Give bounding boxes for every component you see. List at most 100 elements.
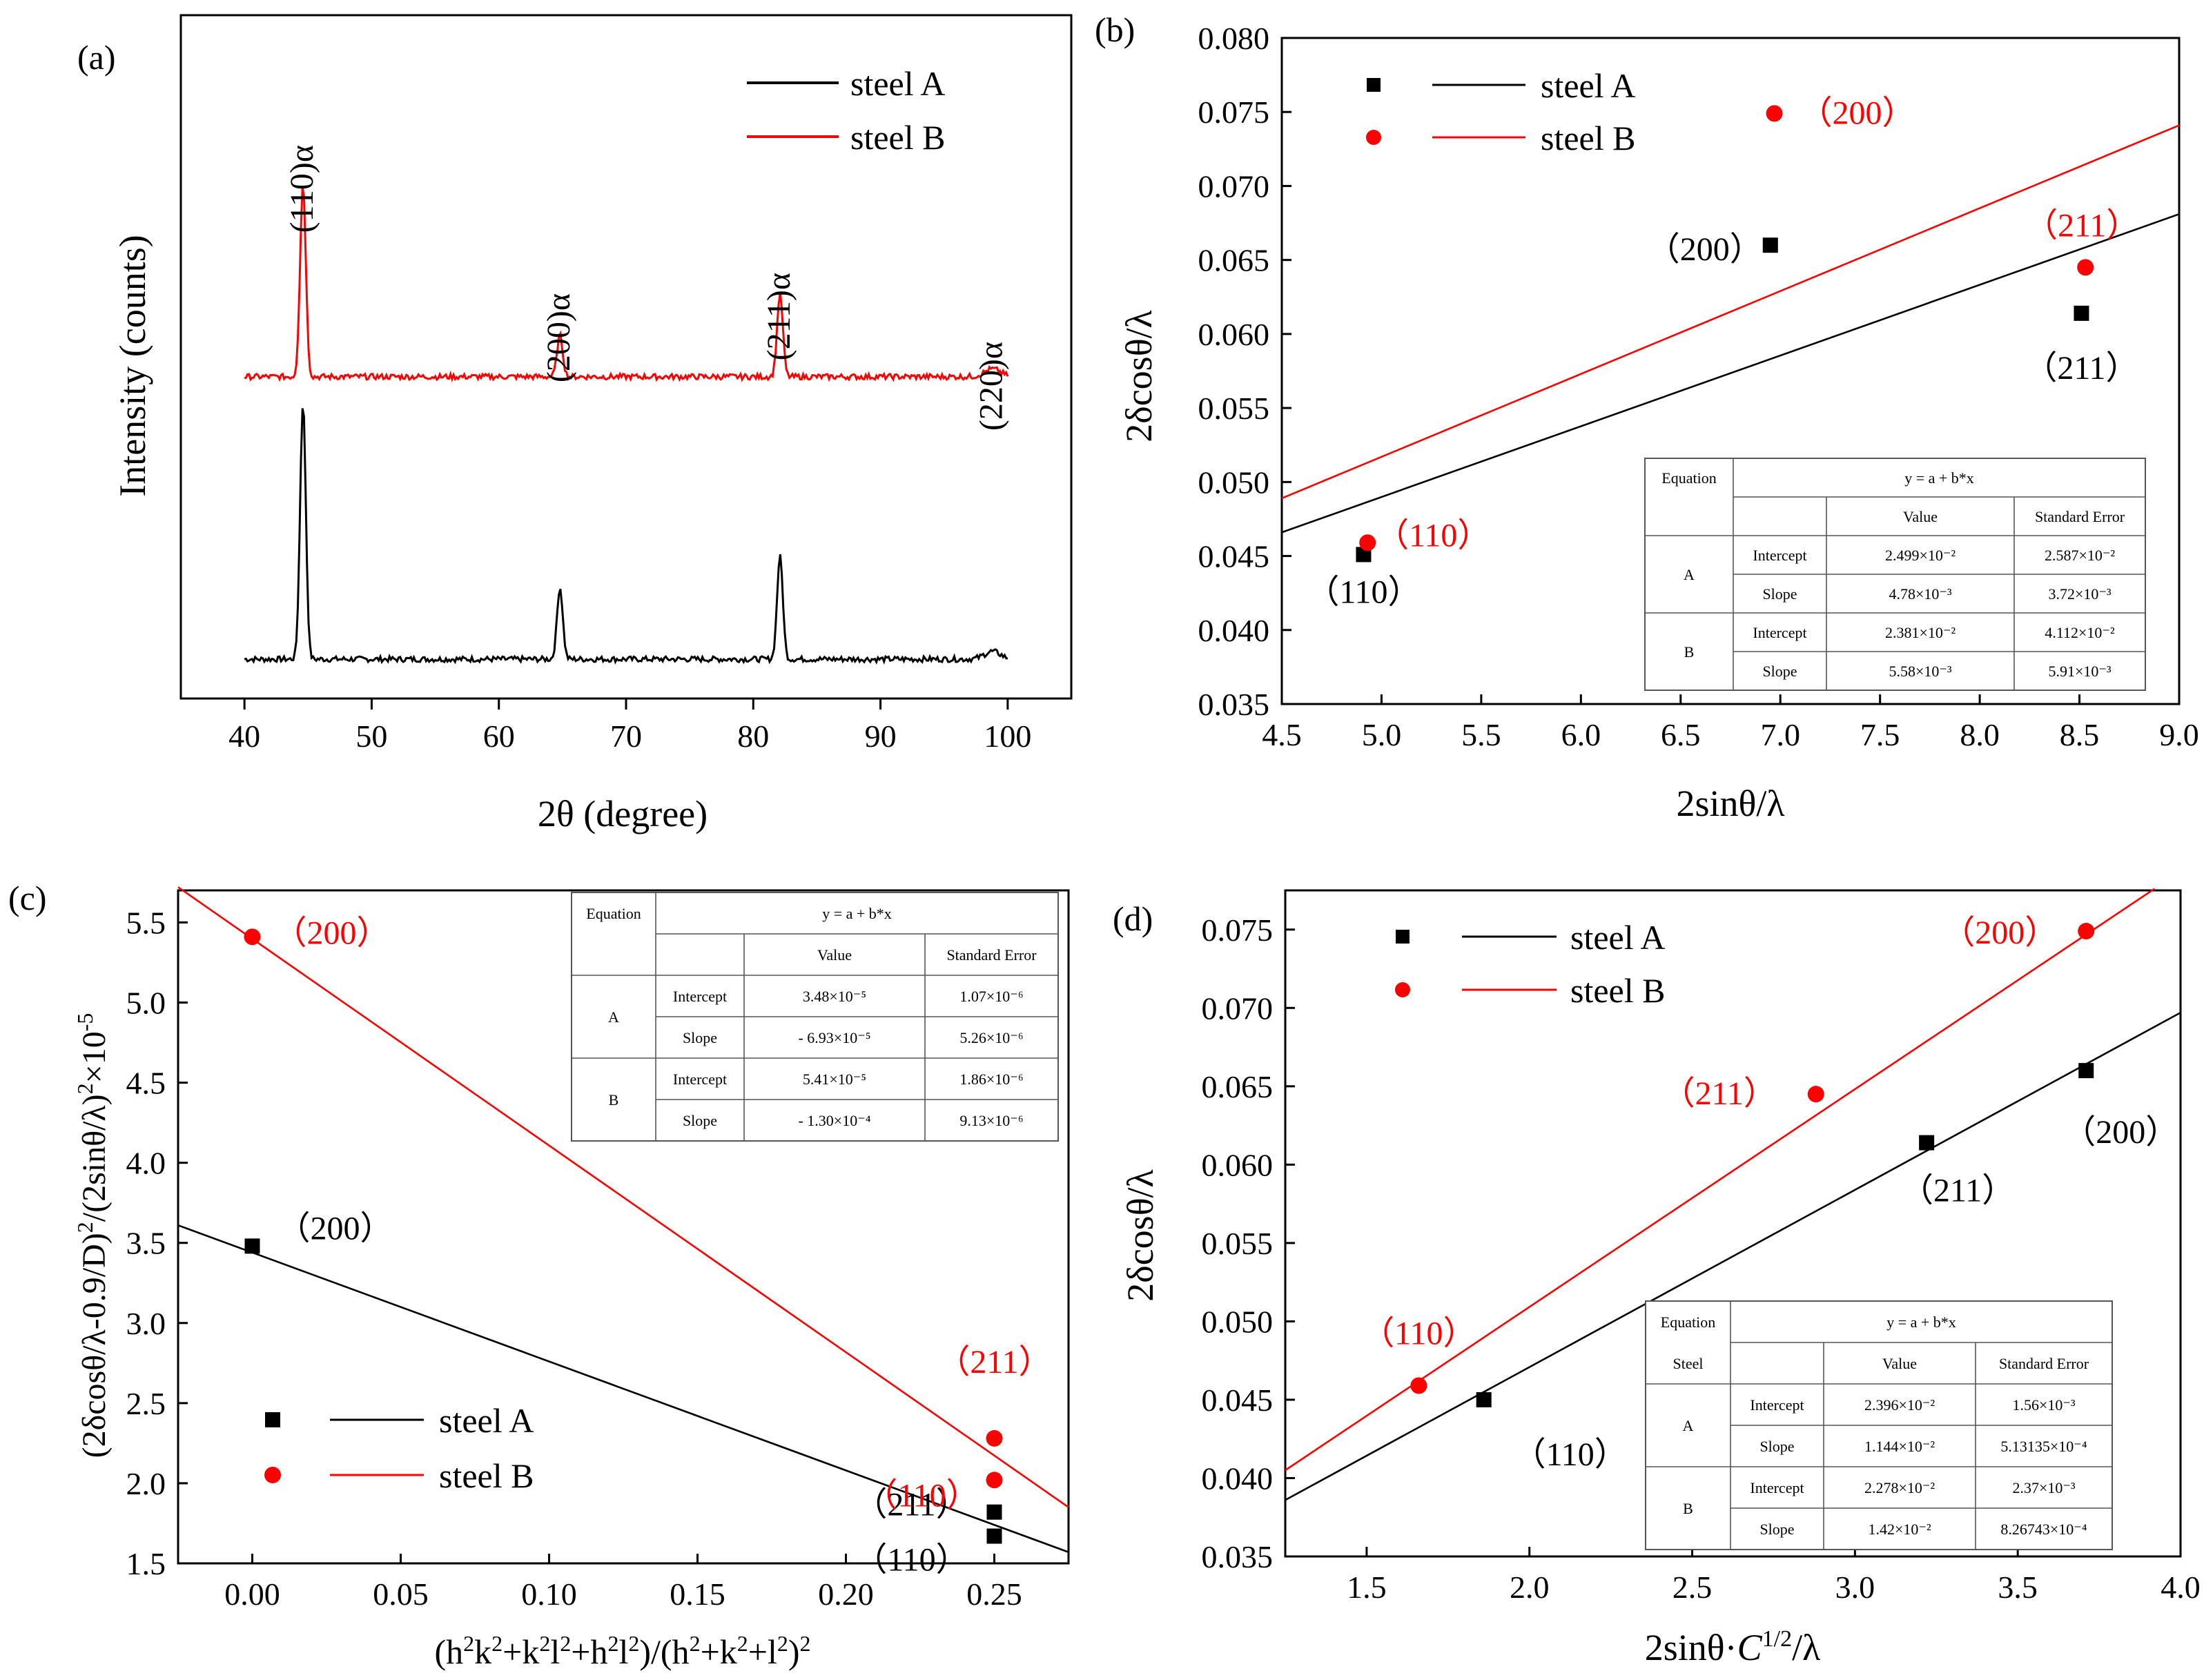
c-table-cell-3-3: 9.13×10⁻⁶ [959, 1112, 1023, 1129]
b-xtick-label-5: 7.0 [1760, 717, 1800, 752]
d-table-subheader-0: Steel [1673, 1355, 1704, 1372]
d-point-steel-a-1 [1919, 1135, 1935, 1151]
c-ytick-label-4: 3.5 [126, 1226, 166, 1261]
b-point-steel-b-1 [1766, 105, 1783, 122]
b-ytick-label-4: 0.055 [1198, 391, 1270, 426]
b-xtick-label-2: 5.5 [1461, 717, 1501, 752]
d-ytick-label-6: 0.065 [1202, 1069, 1274, 1104]
d-ytick-label-5: 0.060 [1202, 1147, 1274, 1182]
b-point-label-steel-b-0: （110） [1376, 517, 1490, 554]
d-point-steel-b-1 [1807, 1086, 1824, 1103]
d-table-group-0: A [1683, 1417, 1694, 1434]
c-table-cell-2-2: 5.41×10⁻⁵ [803, 1071, 866, 1088]
c-point-label-steel-a-0: （200） [277, 1210, 393, 1247]
c-ytick-label-0: 1.5 [126, 1546, 166, 1581]
a-series-line-steel-a [244, 408, 1008, 665]
c-xtick-label-5: 0.25 [966, 1576, 1022, 1612]
b-ytick-label-8: 0.075 [1198, 95, 1270, 130]
b-xtick-label-4: 6.5 [1661, 717, 1701, 752]
c-table-cell-1-2: - 6.93×10⁻⁵ [798, 1029, 870, 1046]
b-table-group-2: B [1684, 643, 1695, 661]
d-ytick-label-4: 0.055 [1202, 1226, 1274, 1261]
b-point-label-steel-a-2: （211） [2024, 350, 2138, 387]
c-table-header-0: Equation [586, 905, 641, 922]
c-ytick-label-8: 5.5 [126, 905, 166, 940]
c-point-steel-a-0 [244, 1238, 260, 1254]
a-x-ticks: 40 50 60 70 80 90 100 [228, 699, 1031, 754]
c-point-steel-b-1 [986, 1429, 1003, 1447]
c-ytick-label-1: 2.0 [126, 1466, 166, 1501]
b-point-steel-b-2 [2077, 259, 2094, 276]
b-xlabel: 2sinθ/λ [1676, 783, 1784, 824]
b-table-cell-2-3: 4.112×10⁻² [2045, 624, 2115, 641]
d-series: （110） （211） （200） （110） （211） （200） [1285, 888, 2181, 1501]
a-xtick-label-2: 60 [483, 719, 515, 754]
panel-a: (a) 40 50 60 70 80 90 100 (110)α (200)α (211)α (2… [77, 14, 1073, 834]
d-point-steel-a-0 [1476, 1391, 1492, 1407]
c-ytick-label-3: 3.0 [126, 1306, 166, 1341]
d-point-steel-b-0 [1410, 1377, 1427, 1394]
legend-d-label-steel-a: steel A [1570, 918, 1665, 957]
b-xtick-label-3: 6.0 [1561, 717, 1601, 752]
panel-label-a: (a) [77, 38, 116, 77]
b-series: （110） （200） （211） （110） （200） （211） [1281, 95, 2180, 610]
d-ytick-label-1: 0.040 [1202, 1461, 1274, 1496]
d-point-label-steel-b-1: （211） [1662, 1075, 1777, 1112]
d-table-cell-0-3: 1.56×10⁻³ [2012, 1396, 2076, 1414]
d-table-cell-0-1: Intercept [1750, 1396, 1804, 1414]
b-point-steel-a-1 [1762, 237, 1778, 253]
c-table-group-0: A [608, 1008, 619, 1026]
d-point-label-steel-b-0: （110） [1361, 1316, 1476, 1352]
d-xlabel: 2sinθ·C1/2/λ [1645, 1626, 1821, 1668]
b-point-label-steel-b-1: （200） [1800, 95, 1915, 131]
d-table-cell-0-2: 2.396×10⁻² [1864, 1396, 1935, 1414]
c-table-cell-2-1: Intercept [673, 1071, 727, 1088]
d-xtick-label-3: 3.0 [1835, 1570, 1875, 1605]
c-ytick-label-6: 4.5 [126, 1066, 166, 1101]
b-xtick-label-7: 8.0 [1960, 717, 2000, 752]
b-xtick-label-1: 5.0 [1362, 717, 1402, 752]
legend-b-label-steel-b: steel B [1541, 119, 1635, 157]
c-point-steel-b-0 [244, 928, 261, 946]
a-peak-label-1: (200)α [540, 293, 577, 382]
b-table-cell-0-2: 2.499×10⁻² [1885, 547, 1956, 564]
b-point-label-steel-a-0: （110） [1306, 574, 1421, 610]
c-table-cell-2-3: 1.86×10⁻⁶ [959, 1071, 1023, 1088]
fit-table-d: Equation y = a + b*x Steel Value Standard Er… [1645, 1300, 2113, 1550]
b-table-cell-1-3: 3.72×10⁻³ [2048, 585, 2112, 603]
legend-c-marker-steel-a [265, 1412, 280, 1427]
a-series-line-steel-b [244, 186, 1009, 382]
b-table-cell-3-1: Slope [1762, 663, 1797, 680]
d-point-steel-a-2 [2078, 1063, 2094, 1079]
d-point-label-steel-a-0: （110） [1513, 1436, 1628, 1473]
c-table-cell-1-1: Slope [683, 1029, 717, 1046]
d-xtick-label-0: 1.5 [1347, 1570, 1387, 1605]
plot-frame-c [177, 889, 1070, 1565]
a-peak-label-3: (220)α [973, 342, 1010, 431]
a-xtick-label-0: 40 [228, 719, 260, 754]
b-table-subheader-2: Value [1903, 508, 1938, 525]
b-ytick-label-5: 0.060 [1198, 317, 1270, 352]
a-xtick-label-4: 80 [737, 719, 769, 754]
c-point-steel-a-2 [986, 1528, 1002, 1544]
legend-a: steel A steel B [747, 64, 945, 157]
panel-label-d: (d) [1113, 899, 1153, 938]
a-peak-label-2: (211)α [761, 273, 797, 360]
d-ylabel: 2δcosθ/λ [1120, 1169, 1161, 1301]
b-table-cell-3-2: 5.58×10⁻³ [1889, 663, 1952, 680]
d-axes: 1.5 2.0 2.5 3.0 3.5 4.0 0.035 0.040 0.045 0.050 0.… [1202, 912, 2201, 1605]
d-fit-line-steel-b [1285, 888, 2155, 1472]
b-point-label-steel-a-1: （200） [1647, 231, 1763, 268]
c-xtick-label-0: 0.00 [224, 1576, 280, 1612]
c-table-cell-0-2: 3.48×10⁻⁵ [803, 988, 866, 1005]
b-point-steel-b-0 [1359, 534, 1376, 551]
legend-a-label-steel-a: steel A [850, 64, 945, 103]
legend-d-label-steel-b: steel B [1570, 971, 1665, 1010]
a-peak-label-0: (110)α [284, 145, 320, 233]
d-xtick-label-5: 4.0 [2161, 1570, 2201, 1605]
c-table-cell-3-2: - 1.30×10⁻⁴ [798, 1112, 870, 1129]
d-table-cell-3-1: Slope [1759, 1521, 1794, 1538]
b-table-cell-2-2: 2.381×10⁻² [1885, 624, 1956, 641]
panel-b: (b) 4.5 5.0 5.5 6.0 6.5 7.0 7.5 8.0 8.5 9.0 0.035 0… [1095, 10, 2199, 824]
d-table-header-0: Equation [1661, 1313, 1715, 1331]
